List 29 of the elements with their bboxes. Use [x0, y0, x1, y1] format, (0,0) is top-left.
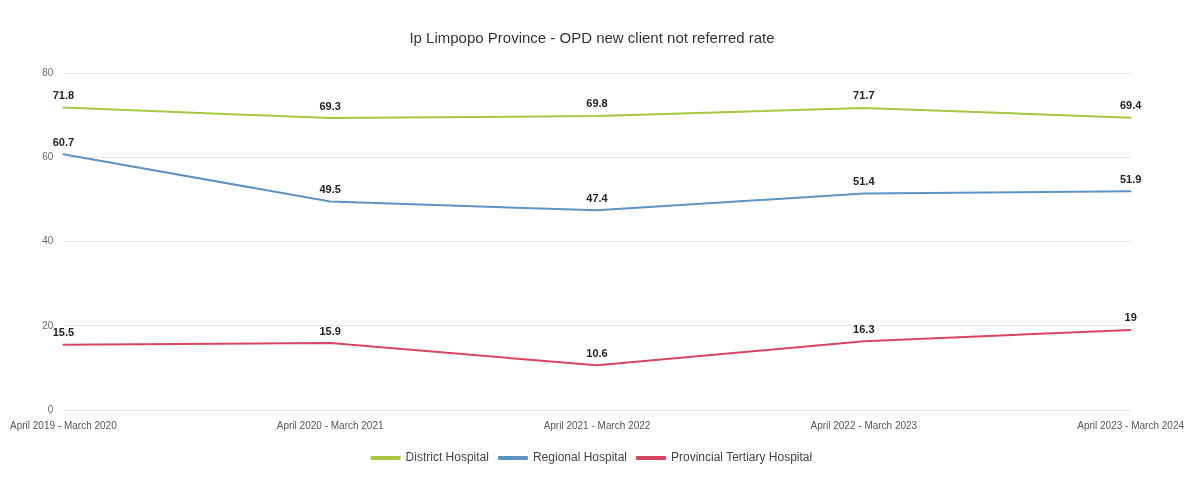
- y-tick-label: 60: [42, 151, 54, 162]
- y-tick-label: 40: [42, 235, 54, 247]
- data-label: 69.8: [586, 97, 608, 110]
- data-label: 16.3: [853, 322, 875, 335]
- data-label: 51.9: [1119, 172, 1142, 185]
- x-tick-label: April 2020 - March 2021: [276, 419, 384, 431]
- y-tick-label: 20: [42, 319, 54, 331]
- legend-label: Provincial Tertiary Hospital: [671, 450, 813, 465]
- y-tick-label: 0: [47, 403, 54, 415]
- data-label: 47.4: [586, 191, 609, 204]
- data-label: 51.4: [853, 175, 876, 188]
- x-tick-label: April 2022 - March 2023: [810, 419, 918, 431]
- x-tick-label: April 2023 - March 2024: [1077, 419, 1185, 431]
- legend-label: District Hospital: [405, 450, 489, 465]
- data-label: 71.7: [853, 89, 875, 102]
- x-tick-label: April 2019 - March 2020: [9, 419, 118, 431]
- chart-title: Ip Limpopo Province - OPD new client not referred rate: [409, 29, 775, 47]
- data-label: 69.4: [1119, 99, 1143, 112]
- x-tick-label: April 2021 - March 2022: [543, 419, 651, 431]
- data-label: 10.6: [586, 346, 608, 359]
- data-label: 71.8: [52, 89, 75, 102]
- data-label: 60.7: [52, 135, 75, 148]
- data-label: 15.5: [52, 326, 75, 339]
- data-label: 15.9: [319, 324, 341, 337]
- legend-label: Regional Hospital: [532, 450, 628, 465]
- data-label: 49.5: [319, 183, 341, 196]
- data-label: 19: [1124, 311, 1137, 324]
- data-label: 69.3: [319, 99, 341, 112]
- y-tick-label: 80: [42, 66, 54, 78]
